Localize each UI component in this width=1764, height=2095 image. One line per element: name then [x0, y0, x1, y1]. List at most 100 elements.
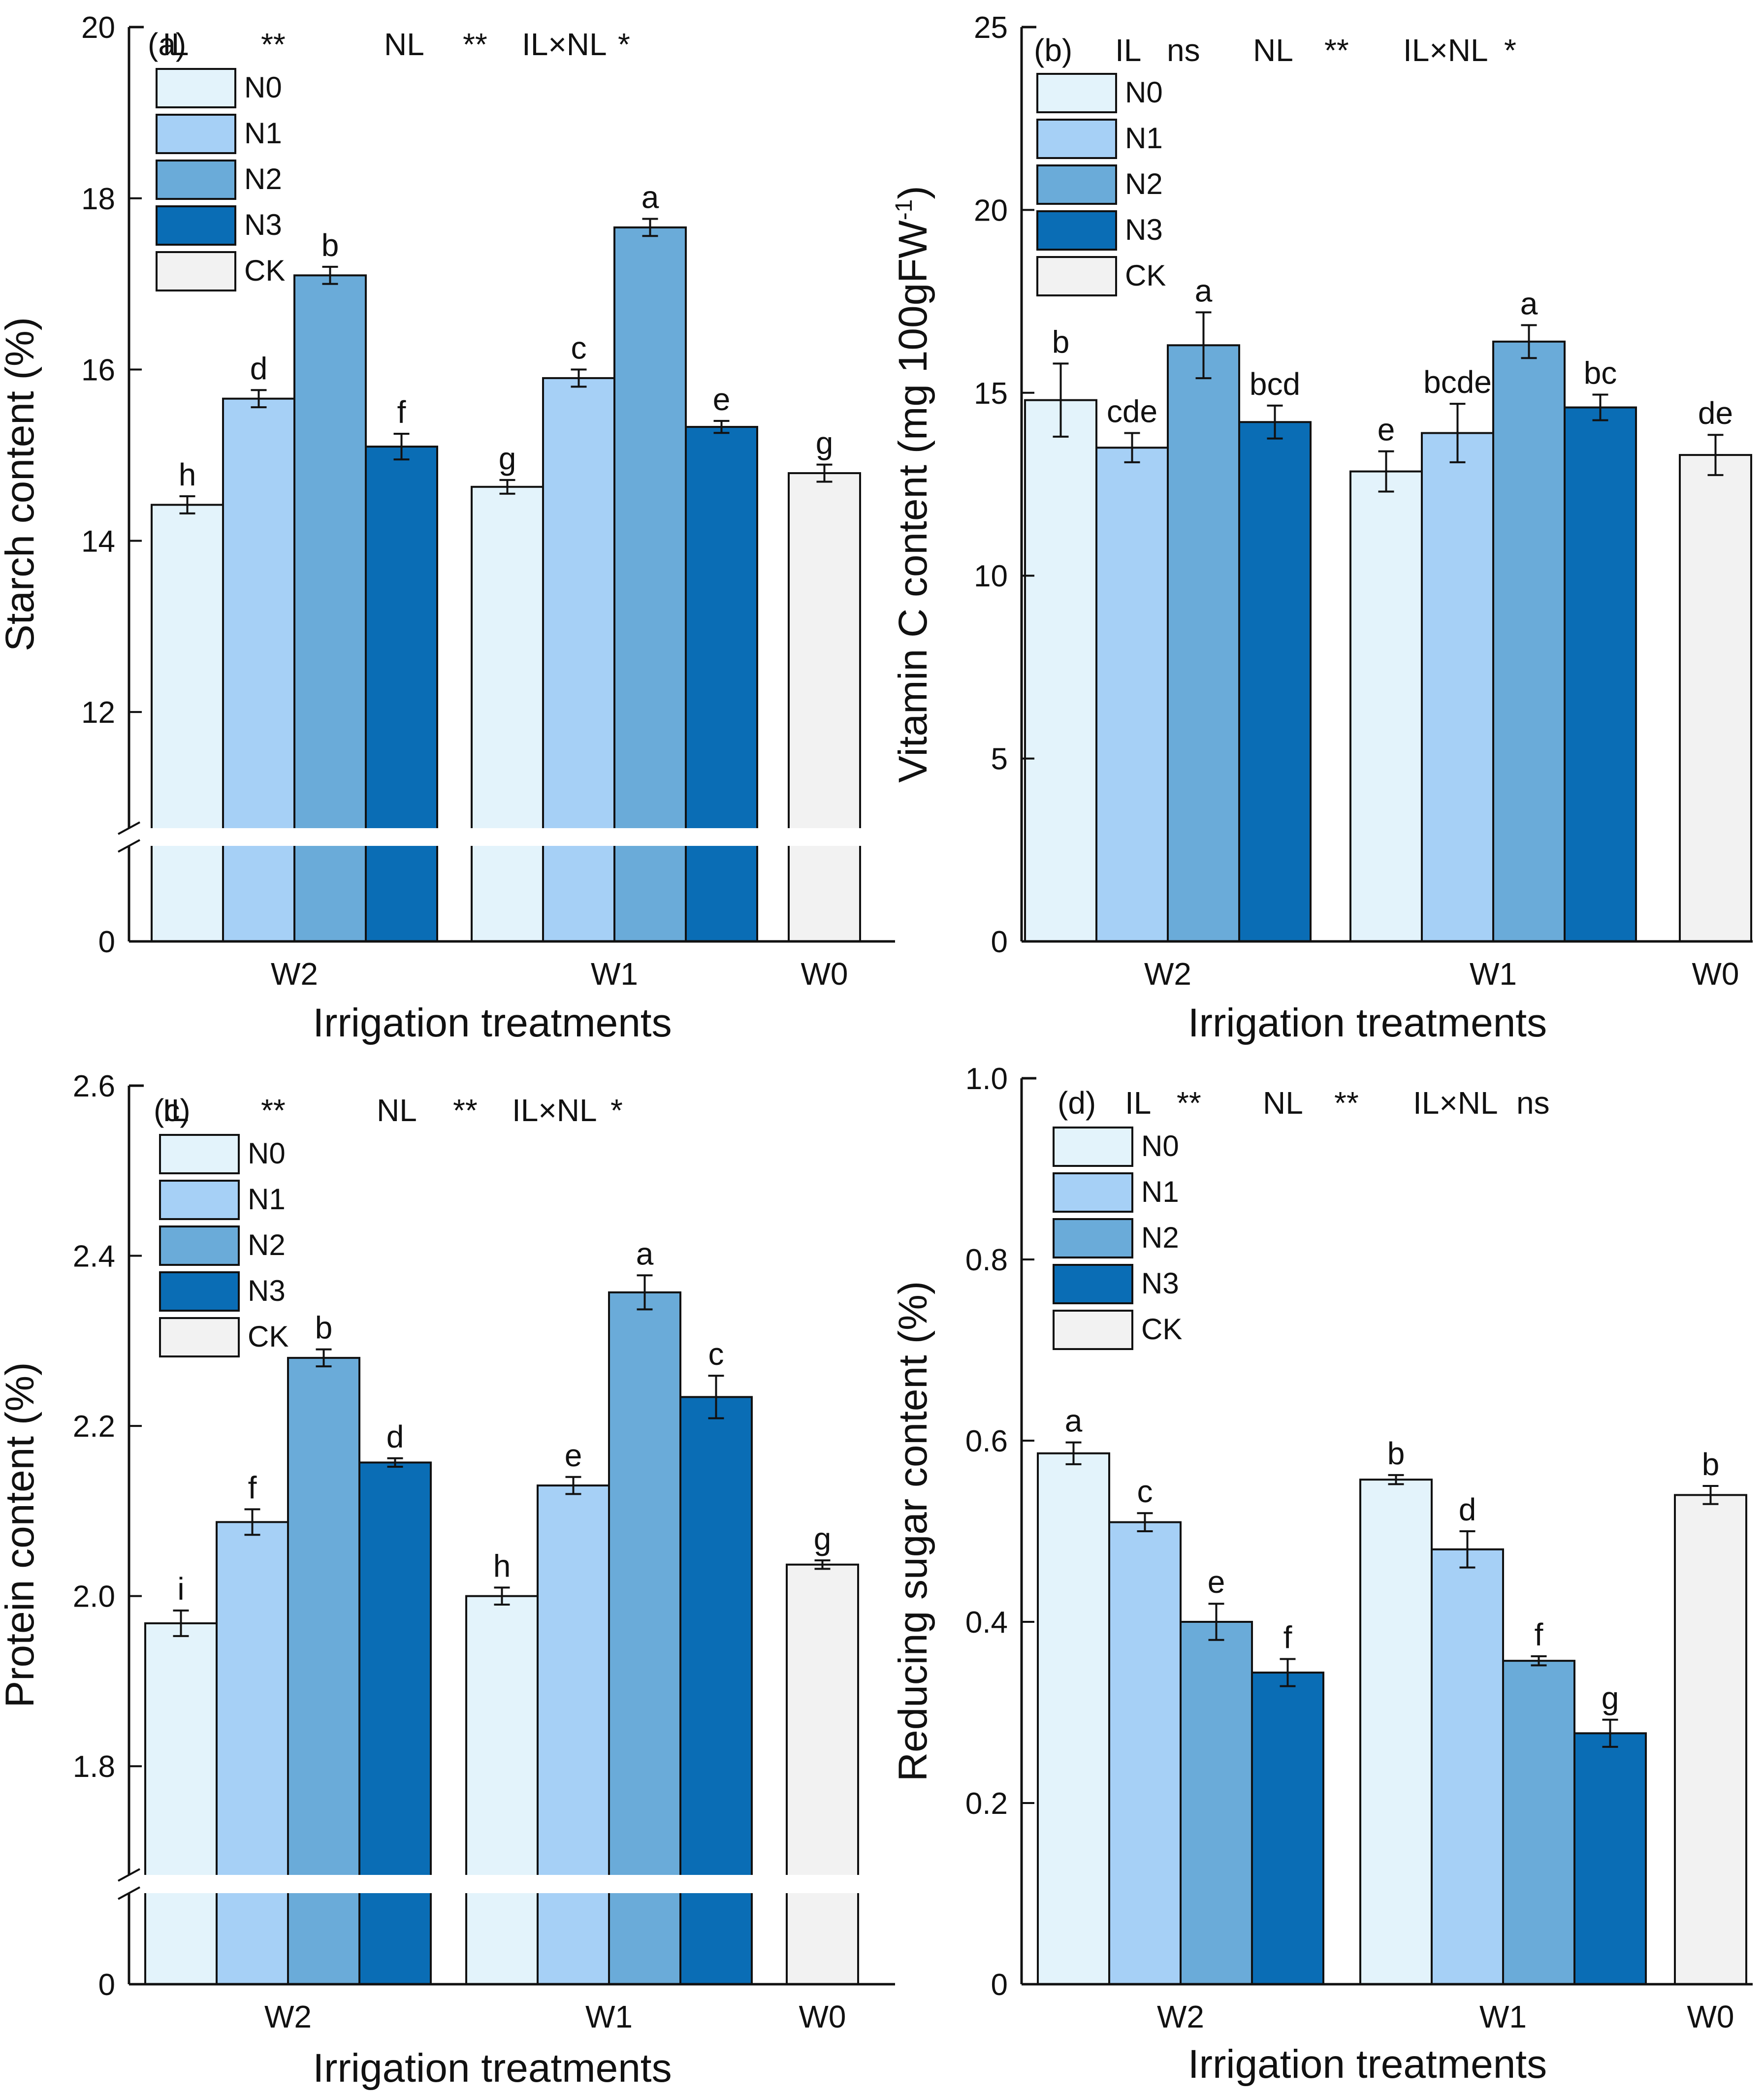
- stat-factor-label: IL×NL: [1403, 32, 1488, 68]
- significance-letter: a: [1520, 286, 1538, 321]
- significance-letter: c: [571, 330, 587, 366]
- y-tick-label: 1.8: [73, 1750, 115, 1784]
- error-bar: [1137, 1512, 1153, 1532]
- bar-w1-n3: [1564, 406, 1637, 943]
- legend-label: N2: [1125, 167, 1163, 200]
- legend-swatch-n2: [156, 160, 236, 200]
- error-bar: [251, 389, 267, 409]
- legend: N0 N1 N2 N3 CK: [159, 1134, 289, 1357]
- significance-letter: d: [250, 351, 268, 386]
- panel-label: (c): [154, 1093, 191, 1128]
- y-tick-label: 2.6: [73, 1069, 115, 1103]
- legend-swatch-n1: [1053, 1172, 1133, 1213]
- error-bar: [1602, 1718, 1618, 1748]
- significance-letter: h: [493, 1548, 511, 1583]
- bar-w2-n0: [1024, 399, 1097, 942]
- panel-label: (d): [1058, 1085, 1096, 1121]
- error-bar: [1280, 1658, 1296, 1687]
- bar-w1-n2: [1492, 340, 1566, 942]
- bar-w1-n0: [465, 1595, 539, 1986]
- legend-label: CK: [248, 1320, 289, 1353]
- y-tick-label: 25: [974, 11, 1008, 45]
- bar-w0-ck: [788, 472, 861, 942]
- bar-w1-n2: [1502, 1660, 1575, 1986]
- x-axis-title: Irrigation treatments: [313, 1000, 672, 1045]
- significance-letter: bcde: [1423, 364, 1492, 400]
- bar-w1-n3: [679, 1396, 753, 1985]
- bar-w1-n0: [1359, 1479, 1433, 1986]
- y-tick-label: 20: [81, 11, 115, 45]
- stat-significance: **: [1177, 1085, 1201, 1121]
- stat-significance: **: [463, 27, 487, 62]
- x-tick-label: W1: [585, 1999, 633, 2034]
- y-tick-label: 0.4: [965, 1606, 1008, 1640]
- panel-a: h d b f g c a e g 12 14 16 18 20 0 W2 W1 W0 Irrigation tre…: [0, 11, 898, 1045]
- legend-label: N2: [244, 162, 282, 195]
- significance-letter: a: [641, 180, 659, 215]
- legend-swatch-n2: [1053, 1218, 1133, 1258]
- bar-w2-n1: [1095, 447, 1169, 942]
- error-bar: [179, 495, 195, 515]
- legend-label: N1: [1141, 1175, 1179, 1208]
- x-tick-label: W1: [1479, 1999, 1527, 2034]
- stat-significance: *: [1504, 32, 1516, 68]
- y-tick-label: 0.8: [965, 1243, 1008, 1277]
- error-bar: [173, 1610, 189, 1637]
- stat-significance: ns: [1167, 32, 1200, 68]
- axis-break: [119, 1875, 898, 1893]
- error-bar: [1459, 1530, 1475, 1569]
- error-bar: [1378, 450, 1394, 493]
- y-tick-label: 10: [974, 559, 1008, 593]
- bar-w1-n2: [613, 226, 687, 942]
- bar-w1-n1: [1431, 1548, 1504, 1986]
- stat-significance: **: [261, 27, 286, 62]
- error-bar: [571, 368, 587, 388]
- legend-label: N2: [248, 1228, 286, 1261]
- error-bar: [1267, 404, 1283, 440]
- legend-swatch-ck: [1036, 256, 1117, 296]
- significance-letter: i: [177, 1571, 184, 1607]
- stat-significance: *: [618, 27, 630, 62]
- bar-w1-n1: [542, 377, 615, 942]
- significance-letter: f: [1535, 1617, 1543, 1652]
- y-tick-label: 0.6: [965, 1424, 1008, 1458]
- x-tick-label: W2: [1157, 1999, 1204, 2034]
- error-bar: [1388, 1474, 1404, 1485]
- legend-label: N3: [1125, 213, 1163, 246]
- y-tick-label: 20: [974, 193, 1008, 227]
- y-axis-title: Starch content (%): [0, 317, 42, 651]
- bar-w0-ck: [786, 1563, 859, 1985]
- significance-letter: f: [397, 394, 406, 430]
- stat-significance: ns: [1516, 1085, 1550, 1121]
- legend-label: N3: [244, 208, 282, 241]
- stat-factor-label: NL: [377, 1093, 417, 1128]
- error-bar: [1053, 362, 1069, 438]
- legend-label: N2: [1141, 1221, 1179, 1254]
- bar-w2-n1: [1108, 1521, 1182, 1986]
- legend-swatch-ck: [1053, 1310, 1133, 1350]
- error-bar: [637, 1274, 653, 1311]
- stat-factor-label: IL: [1115, 32, 1141, 68]
- panel-d: a c e f b d f g b 0 0.2 0.4 0.6 0.8 1.0 W2 W1 W0 Irrigatio…: [891, 1062, 1753, 2087]
- legend-label: CK: [1125, 259, 1166, 292]
- y-tick-label: 2.0: [73, 1580, 115, 1614]
- y-tick-label: 0.2: [965, 1787, 1008, 1821]
- x-tick-label: W2: [1144, 956, 1191, 992]
- bar-w2-n3: [1251, 1672, 1324, 1986]
- stat-factor-label: IL×NL: [522, 27, 607, 62]
- significance-letter: c: [1137, 1474, 1153, 1509]
- bar-w2-n0: [151, 504, 224, 943]
- axis-break: [119, 828, 898, 846]
- error-bar: [1531, 1655, 1547, 1667]
- significance-letter: d: [386, 1419, 404, 1454]
- legend-label: N0: [244, 71, 282, 104]
- error-bar: [1195, 311, 1212, 380]
- error-bar: [565, 1476, 581, 1495]
- bar-w2-n1: [216, 1521, 289, 1986]
- significance-letter: f: [1283, 1619, 1292, 1655]
- error-bar: [322, 265, 338, 285]
- legend: N0 N1 N2 N3 CK: [156, 68, 285, 291]
- panel-label: (a): [148, 27, 186, 62]
- bar-w1-n3: [685, 426, 758, 942]
